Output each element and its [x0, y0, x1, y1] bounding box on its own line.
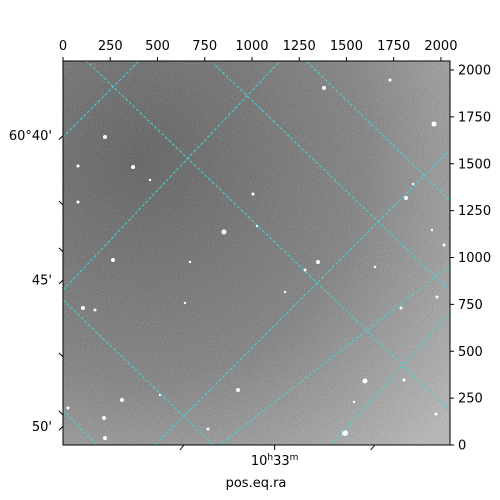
- plot-frame: [62, 60, 451, 446]
- dec-minor-tick: [58, 410, 64, 416]
- dec-tick-label: 50': [32, 420, 52, 435]
- dec-tick: [58, 279, 64, 285]
- right-tick-label: 1750: [458, 110, 491, 125]
- star: [131, 165, 135, 169]
- ra-minutes: 33: [273, 454, 290, 469]
- star: [388, 78, 392, 82]
- star: [111, 258, 115, 262]
- x-axis-title: pos.eq.ra: [226, 476, 287, 491]
- star: [255, 224, 259, 228]
- star: [303, 268, 307, 272]
- star: [221, 229, 227, 235]
- top-tick-label: 1000: [235, 39, 268, 54]
- star: [430, 228, 434, 232]
- top-tick-label: 1500: [330, 39, 363, 54]
- star: [411, 182, 415, 186]
- ra-minor-tick: [370, 444, 376, 451]
- star: [188, 260, 192, 264]
- right-tick-label: 1500: [458, 157, 491, 172]
- right-tick-label: 500: [458, 345, 483, 360]
- top-tick-label: 2000: [424, 39, 457, 54]
- star: [148, 178, 152, 182]
- star: [352, 400, 356, 404]
- ra-hours: 10: [251, 454, 268, 469]
- star: [76, 200, 80, 204]
- star: [402, 378, 406, 382]
- star: [120, 398, 124, 402]
- dec-minor-tick: [58, 200, 64, 206]
- coordinate-grid: [63, 61, 450, 445]
- star: [251, 192, 255, 196]
- grid-line: [330, 311, 450, 445]
- ra-minutes-unit: m: [290, 453, 299, 463]
- right-tick-label: 1000: [458, 251, 491, 266]
- right-tick-label: 0: [458, 439, 466, 454]
- star: [102, 416, 106, 420]
- star: [81, 306, 85, 310]
- star: [434, 412, 438, 416]
- top-pixel-axis: 0 250 500 750 1000 1250 1500 1750 2000: [59, 39, 457, 61]
- ra-minor-tick: [179, 444, 185, 451]
- ra-hours-unit: h: [267, 453, 273, 463]
- star: [404, 196, 408, 200]
- top-tick-label: 250: [98, 39, 123, 54]
- dec-tick: [58, 425, 64, 431]
- star: [373, 265, 377, 269]
- grid-line: [63, 409, 98, 445]
- ra-tick-label: 10h33m: [251, 453, 299, 469]
- dec-tick-label: 60°40': [9, 129, 52, 144]
- grid-line: [85, 61, 450, 412]
- star: [435, 295, 439, 299]
- right-tick-label: 750: [458, 298, 483, 313]
- star: [283, 290, 287, 294]
- star: [183, 301, 187, 305]
- grid-line: [214, 64, 450, 292]
- star: [66, 406, 70, 410]
- left-dec-axis: 60°40' 45' 50': [9, 129, 64, 435]
- star: [399, 306, 403, 310]
- grid-line: [154, 149, 450, 445]
- top-tick-label: 500: [145, 39, 170, 54]
- dec-minor-tick: [58, 352, 64, 358]
- star: [103, 436, 107, 440]
- top-tick-label: 0: [59, 39, 67, 54]
- grid-line: [219, 264, 450, 445]
- star: [103, 135, 107, 139]
- grid-line: [63, 61, 281, 291]
- star: [93, 308, 97, 312]
- right-pixel-axis: 0 250 500 750 1000 1250 1500 1750 2000: [450, 64, 491, 454]
- star: [342, 430, 348, 436]
- top-tick-label: 1250: [283, 39, 316, 54]
- right-tick-label: 250: [458, 392, 483, 407]
- star: [431, 121, 437, 127]
- top-tick-label: 750: [192, 39, 217, 54]
- image-area: [63, 61, 450, 445]
- star: [442, 243, 446, 247]
- dec-minor-tick: [58, 247, 64, 253]
- top-tick-label: 1750: [377, 39, 410, 54]
- star: [236, 388, 240, 392]
- dec-tick-label: 45': [32, 274, 52, 289]
- dec-tick: [58, 135, 64, 140]
- star: [76, 164, 80, 168]
- bottom-ra-axis: 10h33m: [179, 444, 376, 469]
- grid-line: [305, 61, 450, 202]
- star: [316, 260, 320, 264]
- right-tick-label: 1250: [458, 204, 491, 219]
- star: [362, 378, 368, 384]
- star: [206, 427, 210, 431]
- star: [322, 86, 326, 90]
- right-tick-label: 2000: [458, 64, 491, 79]
